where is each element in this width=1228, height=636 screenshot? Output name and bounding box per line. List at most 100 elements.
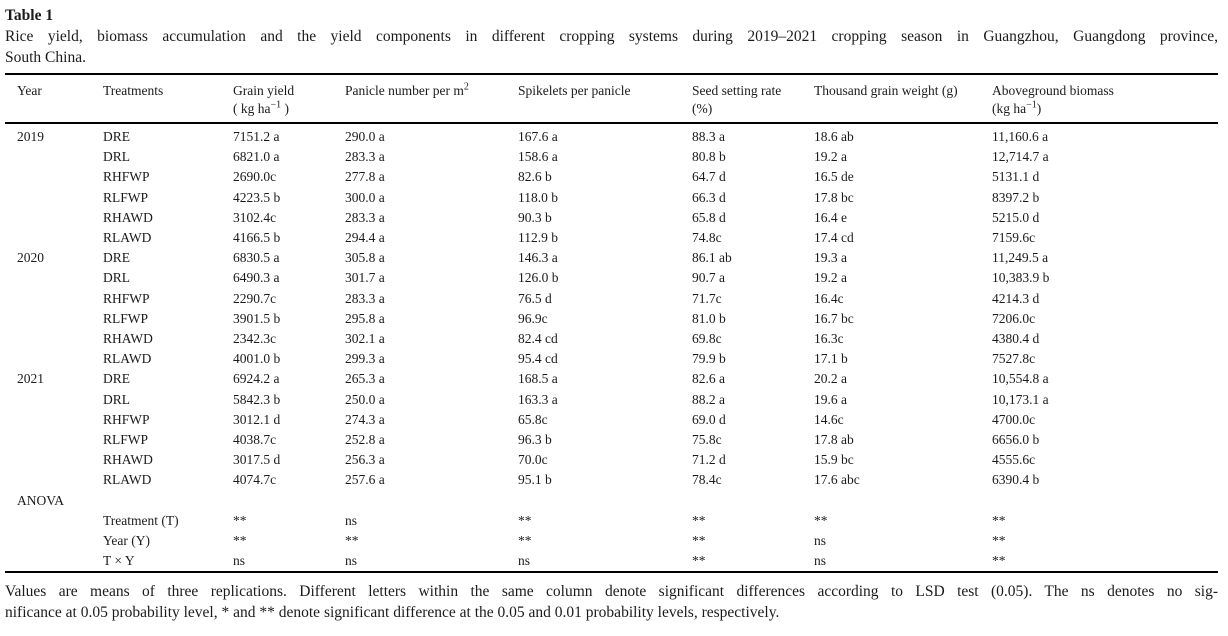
- spikelets-cell: 146.3 a: [518, 250, 558, 266]
- thousand-grain-cell: 17.4 cd: [814, 230, 854, 246]
- thousand-grain-cell: 19.6 a: [814, 391, 847, 407]
- treatment-cell: RLAWD: [103, 472, 152, 488]
- biomass-cell: [992, 491, 1218, 511]
- biomass-cell: 11,249.5 a: [992, 250, 1049, 266]
- thousand-grain-cell: 17.8 ab: [814, 432, 854, 448]
- biomass-cell: 4214.3 d: [992, 290, 1040, 306]
- spikelets-cell: 95.1 b: [518, 472, 552, 488]
- treatment-cell: RHAWD: [103, 331, 153, 347]
- spikelets-cell: 90.3 b: [518, 209, 552, 225]
- thousand-grain-cell: 17.6 abc: [814, 472, 860, 488]
- grain-yield-cell: 4166.5 b: [233, 230, 281, 246]
- table-row: RLAWD 4166.5 b 294.4 a 112.9 b 74.8c 17.4 cd 7…: [5, 228, 1218, 248]
- biomass-cell: 6390.4 b: [992, 472, 1040, 488]
- year-cell: [5, 329, 103, 349]
- spikelets-cell: 163.3 a: [518, 391, 558, 407]
- thousand-grain-cell: 16.4 e: [814, 209, 847, 225]
- table-footnote: Values are means of three replications. …: [5, 581, 1218, 623]
- thousand-grain-cell: ns: [814, 553, 827, 569]
- spikelets-cell: 96.9c: [518, 310, 548, 326]
- thousand-grain-cell: 15.9 bc: [814, 452, 854, 468]
- table-row: 2019 DRE 7151.2 a 290.0 a 167.6 a 88.3 a 18.6 …: [5, 123, 1218, 147]
- seed-setting-cell: 71.7c: [692, 290, 722, 306]
- seed-setting-cell: 75.8c: [692, 432, 722, 448]
- spikelets-cell: 65.8c: [518, 411, 548, 427]
- biomass-cell: 7159.6c: [992, 230, 1036, 246]
- panicle-number-cell: 274.3 a: [345, 411, 385, 427]
- table-row: Year (Y) ** ** ** ** ns **: [5, 531, 1218, 551]
- year-cell: [5, 188, 103, 208]
- year-cell: [5, 390, 103, 410]
- grain-yield-cell: 6490.3 a: [233, 270, 280, 286]
- treatment-cell: DRE: [103, 129, 130, 144]
- spikelets-cell: 112.9 b: [518, 230, 558, 246]
- panicle-number-cell: ns: [345, 512, 358, 528]
- col-header-aboveground-biomass: Aboveground biomass (kg ha−1): [992, 74, 1218, 124]
- thousand-grain-cell: 16.4c: [814, 290, 844, 306]
- thousand-grain-cell: 17.1 b: [814, 351, 848, 367]
- seed-setting-cell: 65.8 d: [692, 209, 726, 225]
- grain-yield-cell: **: [233, 533, 247, 549]
- table-body: 2019 DRE 7151.2 a 290.0 a 167.6 a 88.3 a 18.6 …: [5, 123, 1218, 572]
- biomass-cell: 10,383.9 b: [992, 270, 1050, 286]
- seed-setting-cell: 81.0 b: [692, 310, 726, 326]
- table-row: RHAWD 3102.4c 283.3 a 90.3 b 65.8 d 16.4 e 521…: [5, 208, 1218, 228]
- grain-yield-cell: 6924.2 a: [233, 371, 280, 387]
- spikelets-cell: 82.4 cd: [518, 331, 558, 347]
- treatment-cell: DRL: [103, 149, 130, 165]
- panicle-number-cell: **: [345, 533, 359, 549]
- treatment-cell: RLFWP: [103, 310, 149, 326]
- treatment-cell: DRE: [103, 371, 130, 387]
- biomass-cell: 5215.0 d: [992, 209, 1040, 225]
- panicle-number-cell: 302.1 a: [345, 331, 385, 347]
- thousand-grain-cell: 14.6c: [814, 411, 844, 427]
- table-row: T × Y ns ns ns ** ns **: [5, 551, 1218, 572]
- biomass-cell: 4700.0c: [992, 411, 1036, 427]
- panicle-number-cell: 299.3 a: [345, 351, 385, 367]
- panicle-number-cell: 301.7 a: [345, 270, 385, 286]
- table-row: DRL 6821.0 a 283.3 a 158.6 a 80.8 b 19.2 a 12,…: [5, 147, 1218, 167]
- header-line: Grain yield: [233, 83, 295, 98]
- table-row: DRL 5842.3 b 250.0 a 163.3 a 88.2 a 19.6 a 10,…: [5, 390, 1218, 410]
- grain-yield-cell: 3017.5 d: [233, 452, 281, 468]
- table-row: 2020 DRE 6830.5 a 305.8 a 146.3 a 86.1 ab 19.3…: [5, 248, 1218, 268]
- seed-setting-cell: 69.8c: [692, 331, 722, 347]
- year-cell: [5, 349, 103, 369]
- seed-setting-cell: 69.0 d: [692, 411, 726, 427]
- panicle-number-cell: 250.0 a: [345, 391, 385, 407]
- biomass-cell: 12,714.7 a: [992, 149, 1049, 165]
- panicle-number-cell: 294.4 a: [345, 230, 385, 246]
- seed-setting-cell: **: [692, 553, 706, 569]
- panicle-number-cell: 257.6 a: [345, 472, 385, 488]
- grain-yield-cell: 4001.0 b: [233, 351, 281, 367]
- year-cell: [5, 208, 103, 228]
- table-label: Table 1: [5, 7, 54, 24]
- table-row: DRL 6490.3 a 301.7 a 126.0 b 90.7 a 19.2 a 10,…: [5, 268, 1218, 288]
- col-header-seed-setting: Seed setting rate (%): [692, 74, 814, 124]
- panicle-number-cell: ns: [345, 553, 358, 569]
- biomass-cell: 10,173.1 a: [992, 391, 1049, 407]
- panicle-number-cell: 252.8 a: [345, 432, 385, 448]
- treatment-cell: RLFWP: [103, 189, 149, 205]
- thousand-grain-cell: 18.6 ab: [814, 129, 854, 144]
- superscript: −1: [1026, 99, 1037, 111]
- table-row: RLFWP 3901.5 b 295.8 a 96.9c 81.0 b 16.7 bc 72…: [5, 309, 1218, 329]
- panicle-number-cell: 290.0 a: [345, 129, 385, 144]
- caption-line: South China.: [5, 49, 86, 66]
- spikelets-cell: 158.6 a: [518, 149, 558, 165]
- year-cell: [5, 289, 103, 309]
- biomass-cell: 11,160.6 a: [992, 129, 1049, 144]
- biomass-cell: **: [992, 553, 1006, 569]
- thousand-grain-cell: 20.2 a: [814, 371, 847, 387]
- panicle-number-cell: 295.8 a: [345, 310, 385, 326]
- year-cell: 2021: [17, 371, 44, 387]
- year-cell: [5, 228, 103, 248]
- treatment-cell: RHFWP: [103, 169, 150, 185]
- year-cell: 2019: [17, 129, 44, 144]
- seed-setting-cell: 74.8c: [692, 230, 722, 246]
- thousand-grain-cell: **: [814, 512, 828, 528]
- col-header-grain-yield: Grain yield ( kg ha−1 ): [233, 74, 345, 124]
- table-row: RLAWD 4001.0 b 299.3 a 95.4 cd 79.9 b 17.1 b 7…: [5, 349, 1218, 369]
- panicle-number-cell: 265.3 a: [345, 371, 385, 387]
